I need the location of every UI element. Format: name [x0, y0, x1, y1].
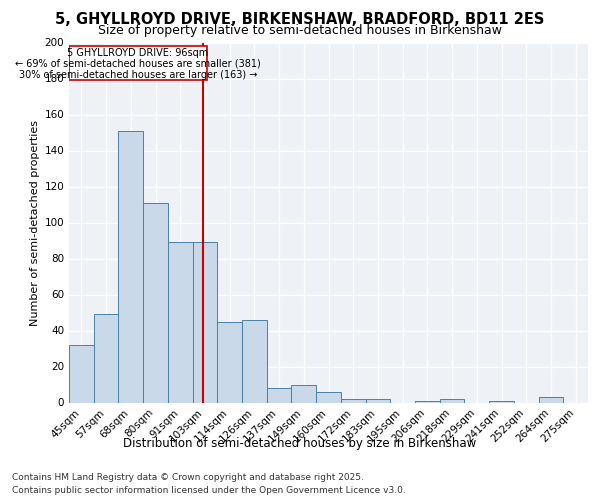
Bar [118, 130, 143, 402]
Bar [217, 322, 242, 402]
Text: 5 GHYLLROYD DRIVE: 96sqm: 5 GHYLLROYD DRIVE: 96sqm [67, 48, 208, 58]
Bar [143, 202, 168, 402]
Bar [267, 388, 292, 402]
Text: 30% of semi-detached houses are larger (163) →: 30% of semi-detached houses are larger (… [19, 70, 257, 80]
Bar [69, 46, 206, 80]
Bar [193, 242, 217, 402]
Bar [168, 242, 193, 402]
Text: Contains public sector information licensed under the Open Government Licence v3: Contains public sector information licen… [12, 486, 406, 495]
Bar [440, 399, 464, 402]
Bar [94, 314, 118, 402]
Bar [341, 399, 365, 402]
Bar [316, 392, 341, 402]
Bar [292, 384, 316, 402]
Bar [69, 345, 94, 403]
Bar [365, 399, 390, 402]
Text: Distribution of semi-detached houses by size in Birkenshaw: Distribution of semi-detached houses by … [124, 438, 476, 450]
Bar [242, 320, 267, 402]
Bar [539, 397, 563, 402]
Text: Size of property relative to semi-detached houses in Birkenshaw: Size of property relative to semi-detach… [98, 24, 502, 37]
Y-axis label: Number of semi-detached properties: Number of semi-detached properties [30, 120, 40, 326]
Bar [415, 400, 440, 402]
Text: 5, GHYLLROYD DRIVE, BIRKENSHAW, BRADFORD, BD11 2ES: 5, GHYLLROYD DRIVE, BIRKENSHAW, BRADFORD… [55, 12, 545, 28]
Text: Contains HM Land Registry data © Crown copyright and database right 2025.: Contains HM Land Registry data © Crown c… [12, 472, 364, 482]
Bar [489, 400, 514, 402]
Text: ← 69% of semi-detached houses are smaller (381): ← 69% of semi-detached houses are smalle… [15, 58, 260, 68]
